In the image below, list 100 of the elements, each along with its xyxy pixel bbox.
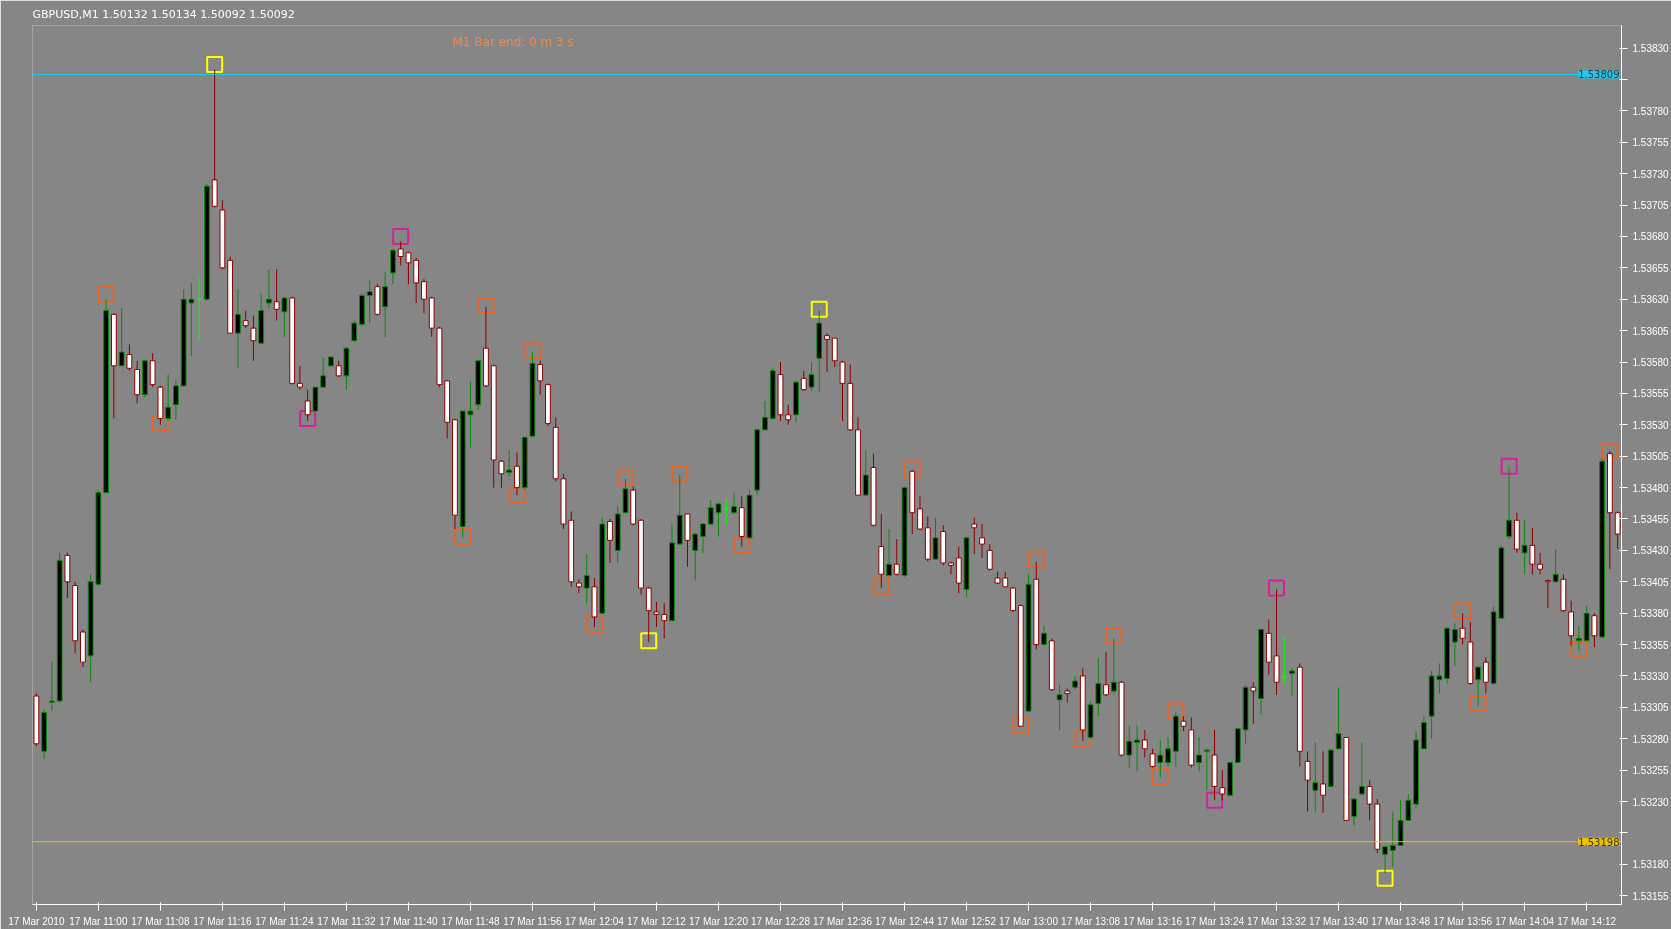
- y-tick-label: 1.53630: [1632, 294, 1670, 306]
- candlestick: [235, 288, 241, 369]
- x-tick-label: 17 Mar 12:04: [565, 915, 625, 927]
- point: [1206, 791, 1224, 809]
- point: [97, 285, 115, 303]
- x-tick-label: 17 Mar 13:32: [1247, 915, 1307, 927]
- candlestick: [351, 320, 358, 343]
- x-tick-label: 17 Mar 2010: [8, 915, 65, 927]
- candlestick: [1506, 467, 1513, 540]
- y-tick-label: 1.53530: [1632, 419, 1670, 431]
- point: [1012, 716, 1030, 734]
- candlestick: [622, 478, 629, 514]
- candlestick: [1544, 578, 1551, 609]
- candlestick: [808, 361, 815, 392]
- candlestick: [1568, 600, 1575, 647]
- x-tick-label: 17 Mar 11:40: [379, 915, 438, 927]
- point: [733, 536, 751, 554]
- candlestick: [607, 518, 613, 564]
- x-tick-label: 17 Mar 12:12: [627, 915, 687, 927]
- candlestick: [692, 532, 699, 582]
- y-tick-label: 1.53230: [1632, 796, 1670, 808]
- x-tick-label: 17 Mar 12:20: [689, 915, 749, 927]
- x-tick-label: 17 Mar 11:48: [441, 915, 500, 927]
- candlestick: [986, 543, 993, 571]
- point: [616, 469, 634, 487]
- candlestick: [1041, 625, 1047, 647]
- y-tick-label: 1.53305: [1632, 702, 1670, 714]
- annotation: M1 Bar end: 0 m 3 s: [452, 34, 574, 49]
- candlestick: [1382, 844, 1388, 874]
- x-tick-label: 17 Mar 11:00: [69, 915, 128, 927]
- candlestick: [1459, 612, 1466, 646]
- candlestick: [583, 553, 590, 604]
- point: [1027, 550, 1045, 568]
- point: [640, 632, 658, 650]
- candlestick: [1134, 724, 1140, 772]
- x-tick-label: 17 Mar 12:28: [751, 915, 811, 927]
- candlestick: [576, 578, 582, 594]
- candlestick: [886, 528, 892, 578]
- candlestick: [1196, 736, 1202, 772]
- candlestick: [1056, 684, 1063, 731]
- x-tick-label: 17 Mar 13:16: [1123, 915, 1183, 927]
- point: [671, 465, 689, 483]
- candlestick: [304, 389, 311, 422]
- candlestick: [762, 400, 768, 431]
- candlestick: [1552, 548, 1559, 584]
- candlestick: [1591, 612, 1598, 648]
- y-tick-label: 1.53605: [1632, 325, 1670, 337]
- candlestick: [979, 523, 985, 559]
- x-tick-label: 17 Mar 13:08: [1061, 915, 1121, 927]
- candlestick: [645, 586, 652, 643]
- point: [1105, 627, 1123, 645]
- candlestick: [971, 517, 978, 555]
- candlestick: [653, 601, 660, 628]
- candlestick: [413, 257, 420, 304]
- y-tick-label: 1.53680: [1632, 231, 1670, 243]
- y-tick-label: 1.53580: [1632, 357, 1670, 369]
- point: [1268, 579, 1286, 597]
- candlestick: [1157, 739, 1164, 779]
- x-tick-label: 17 Mar 13:56: [1433, 915, 1493, 927]
- point: [508, 486, 526, 504]
- point: [1454, 602, 1472, 620]
- candlestick: [917, 495, 923, 531]
- y-tick-label: 1.53405: [1632, 576, 1670, 588]
- chart-title: GBPUSD,M1 1.50132 1.50134 1.50092 1.50092: [32, 7, 295, 21]
- point: [477, 297, 495, 315]
- candlestick: [312, 386, 319, 412]
- candlestick: [118, 307, 125, 367]
- candlestick: [1095, 657, 1102, 717]
- y-tick-label: 1.53730: [1632, 168, 1670, 180]
- candlestick: [1351, 797, 1357, 826]
- candlestick: [893, 538, 900, 576]
- point: [872, 578, 890, 596]
- y-tick-label: 1.53830: [1632, 43, 1670, 55]
- point: [1469, 695, 1487, 713]
- point: [299, 410, 317, 428]
- candlestick: [1304, 750, 1311, 813]
- x-tick-label: 17 Mar 11:32: [317, 915, 376, 927]
- point: [1570, 641, 1588, 659]
- candlestick: [1219, 769, 1226, 801]
- candlestick: [1126, 724, 1133, 769]
- y-tick-label: 1.53455: [1632, 514, 1670, 525]
- candlestick: [514, 451, 520, 496]
- candlestick: [266, 268, 272, 309]
- point: [454, 528, 472, 546]
- x-tick-label: 17 Mar 12:36: [813, 915, 873, 927]
- candlestick: [390, 248, 396, 285]
- candlestick: [723, 498, 730, 525]
- candlestick: [1389, 811, 1396, 868]
- x-tick-label: 17 Mar 12:44: [875, 915, 935, 927]
- candlestick: [48, 661, 55, 712]
- candlestick: [700, 522, 706, 554]
- point: [151, 415, 169, 433]
- y-tick-label: 1.53480: [1632, 482, 1670, 494]
- candlestick: [537, 360, 544, 396]
- point: [1167, 702, 1185, 720]
- candlestick: [1250, 681, 1257, 725]
- x-tick-label: 17 Mar 11:16: [193, 915, 252, 927]
- candlestick: [498, 459, 505, 489]
- candlestick: [320, 356, 327, 388]
- point: [903, 460, 921, 478]
